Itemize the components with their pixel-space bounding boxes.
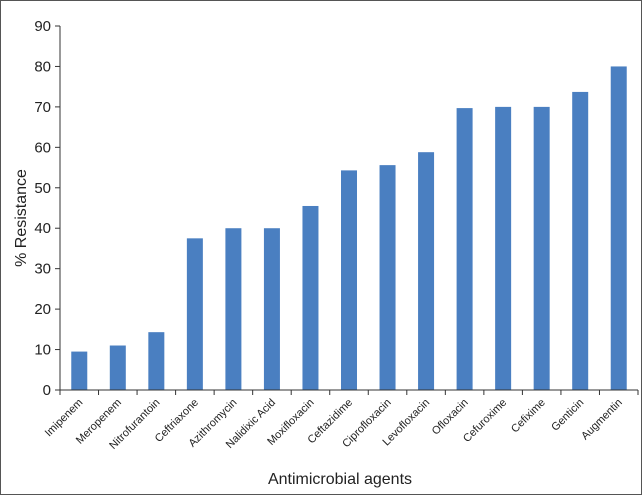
bar-azithromycin: [225, 228, 242, 390]
bar-genticin: [572, 91, 589, 391]
y-tick-label: 70: [34, 99, 51, 116]
bar-imipenem: [71, 351, 88, 390]
bar-nitrofurantoin: [148, 332, 165, 390]
x-axis-ticks: ImipenemMeropenemNitrofurantoinCeftriaxo…: [43, 390, 639, 452]
y-tick-label: 40: [34, 220, 51, 237]
bar-meropenem: [109, 345, 126, 390]
y-tick-label: 10: [34, 342, 51, 359]
y-axis-ticks: 0 10 20 30 40 50 60 70 80 90: [34, 18, 60, 399]
y-tick-label: 60: [34, 139, 51, 156]
x-tick-label: Ofloxacin: [430, 397, 471, 438]
y-tick-label: 0: [43, 382, 51, 399]
bar-cefixime: [533, 106, 550, 390]
y-tick-label: 80: [34, 58, 51, 75]
y-tick-label: 90: [34, 18, 51, 35]
y-tick-label: 30: [34, 261, 51, 278]
bar-levofloxacin: [418, 152, 435, 390]
x-tick-label: Augmentin: [579, 397, 625, 443]
x-tick-label: Genticin: [549, 397, 586, 434]
y-tick-label: 20: [34, 301, 51, 318]
bar-moxifloxacin: [302, 205, 319, 390]
bar-ceftazidime: [341, 170, 357, 390]
bar-augmentin: [610, 66, 627, 390]
bar-ofloxacin: [456, 108, 473, 390]
bar-nalidixic-acid: [263, 228, 280, 390]
bar-ceftriaxone: [186, 238, 203, 390]
bar-ciprofloxacin: [379, 165, 396, 390]
x-tick-label: Cefixime: [509, 397, 548, 436]
bars-group: [71, 66, 627, 391]
x-axis-title: Antimicrobial agents: [268, 471, 412, 488]
y-tick-label: 50: [34, 180, 51, 197]
bar-cefuroxime: [495, 106, 512, 390]
y-axis-title: % Resistance: [13, 169, 30, 267]
